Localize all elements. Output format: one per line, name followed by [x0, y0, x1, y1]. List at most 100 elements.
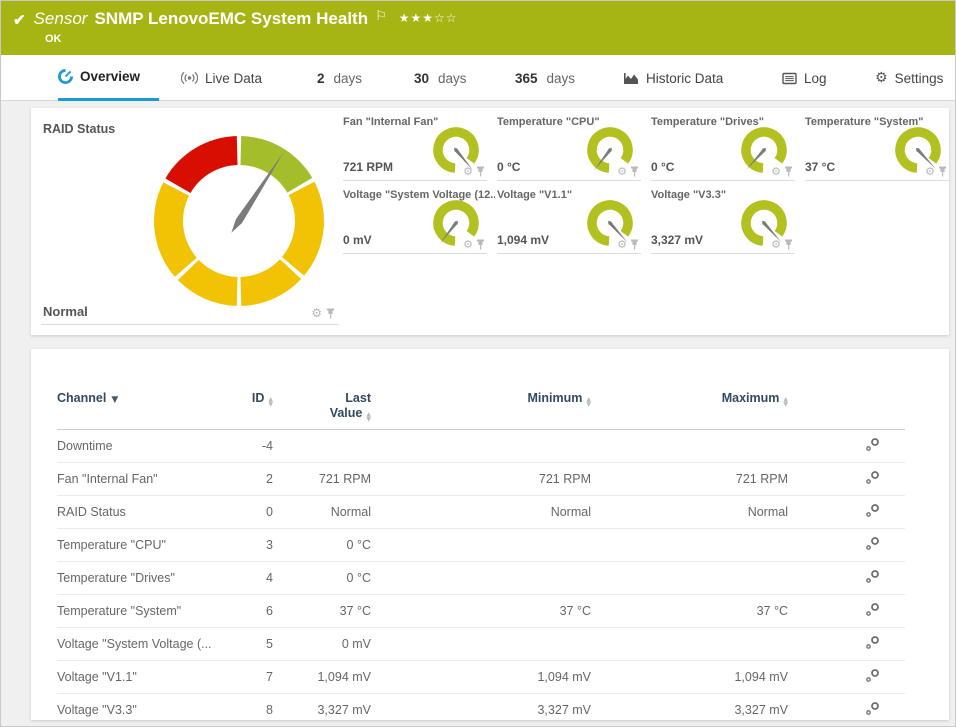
- cell-channel: Temperature "System": [57, 594, 237, 628]
- header-channel[interactable]: Channel ▼: [57, 349, 237, 430]
- tab-historic-data[interactable]: Historic Data: [623, 55, 723, 101]
- channel-row[interactable]: Downtime -4: [57, 429, 905, 463]
- cell-last-value: 3,327 mV: [277, 693, 377, 720]
- channel-gauge-tile[interactable]: Temperature "Drives" 0 °C ⚙: [651, 116, 795, 181]
- channel-settings-icon[interactable]: [864, 470, 881, 485]
- cell-id: 7: [237, 660, 277, 694]
- gauge-tile-actions: ⚙: [311, 306, 335, 320]
- cell-channel: Voltage "V3.3": [57, 693, 237, 720]
- gauge-value: 1,094 mV: [497, 233, 550, 247]
- channel-settings-icon[interactable]: [864, 701, 881, 716]
- header-minimum[interactable]: Minimum ▲ ▼: [377, 349, 597, 430]
- channel-gear-icon[interactable]: ⚙: [771, 238, 781, 251]
- channel-row[interactable]: Fan "Internal Fan" 2 721 RPM 721 RPM 721 RPM: [57, 462, 905, 496]
- sort-icon: ▲ ▼: [366, 411, 371, 423]
- raid-status-gauge-tile[interactable]: RAID Status Normal ⚙: [41, 114, 339, 325]
- gauge-tile-actions: ⚙: [771, 165, 793, 178]
- tab-live-data[interactable]: Live Data: [181, 55, 262, 101]
- gauge-title: Voltage "System Voltage (12...: [343, 189, 495, 201]
- header-last-value[interactable]: Last Value ▲ ▼: [277, 349, 377, 430]
- pin-icon[interactable]: [476, 239, 485, 250]
- tab-overview[interactable]: Overview: [58, 55, 159, 101]
- header-maximum[interactable]: Maximum ▲ ▼: [597, 349, 796, 430]
- cell-maximum: [597, 528, 796, 562]
- gauge-tile-actions: ⚙: [617, 238, 639, 251]
- tab-log[interactable]: Log: [782, 55, 827, 101]
- cell-maximum: [597, 627, 796, 661]
- cell-minimum: [377, 528, 597, 562]
- channel-settings-icon[interactable]: [864, 668, 881, 683]
- cell-last-value: 0 °C: [277, 561, 377, 595]
- channel-gear-icon[interactable]: ⚙: [463, 238, 473, 251]
- channel-row[interactable]: Voltage "System Voltage (... 5 0 mV: [57, 627, 905, 661]
- channel-settings-icon[interactable]: [864, 437, 881, 452]
- pin-icon[interactable]: [784, 166, 793, 177]
- cell-maximum: 1,094 mV: [597, 660, 796, 694]
- pin-icon[interactable]: [938, 166, 947, 177]
- gauge-title: Voltage "V1.1": [497, 189, 573, 201]
- channel-gauge-tile[interactable]: Voltage "System Voltage (12... 0 mV ⚙: [343, 189, 495, 254]
- pin-icon[interactable]: [630, 239, 639, 250]
- gauge-value: Normal: [43, 304, 88, 319]
- channel-settings-icon[interactable]: [864, 503, 881, 518]
- gauge-value: 37 °C: [805, 160, 836, 174]
- channel-row[interactable]: Temperature "CPU" 3 0 °C: [57, 528, 905, 562]
- channel-gear-icon[interactable]: ⚙: [771, 165, 781, 178]
- channel-gear-icon[interactable]: ⚙: [925, 165, 935, 178]
- sensor-status-badge: OK: [45, 33, 62, 45]
- channel-settings-icon[interactable]: [864, 536, 881, 551]
- channel-settings-icon[interactable]: [864, 602, 881, 617]
- channel-gear-icon[interactable]: ⚙: [617, 165, 627, 178]
- sensor-title: SNMP LenovoEMC System Health: [94, 9, 369, 28]
- channel-gauge: [587, 200, 633, 246]
- cell-channel: Fan "Internal Fan": [57, 462, 237, 496]
- cell-maximum: 3,327 mV: [597, 693, 796, 720]
- pin-icon[interactable]: [784, 239, 793, 250]
- channel-row[interactable]: Voltage "V3.3" 8 3,327 mV 3,327 mV 3,327 mV: [57, 693, 905, 720]
- channel-gauge: [587, 127, 633, 173]
- channel-table-body: Downtime -4 Fan "Internal Fan" 2 721 RPM 721 …: [57, 429, 905, 720]
- tab-365-days[interactable]: 365 days: [515, 70, 576, 86]
- channel-gear-icon[interactable]: ⚙: [463, 165, 473, 178]
- cell-actions: [796, 561, 905, 595]
- tab-30-days[interactable]: 30 days: [414, 70, 467, 86]
- channel-row[interactable]: RAID Status 0 Normal Normal Normal: [57, 495, 905, 529]
- cell-actions: [796, 693, 905, 720]
- channel-gauge-tile[interactable]: Temperature "CPU" 0 °C ⚙: [497, 116, 641, 181]
- flag-icon[interactable]: ⚐: [375, 8, 387, 23]
- cell-minimum: [377, 429, 597, 463]
- header-id[interactable]: ID ▲ ▼: [237, 349, 277, 430]
- tab-settings[interactable]: ⚙ Settings: [875, 70, 944, 86]
- tab-2-days[interactable]: 2 days: [317, 70, 363, 86]
- pin-icon[interactable]: [326, 308, 335, 319]
- gauges-panel: RAID Status Normal ⚙ Fan "Internal Fan" 7…: [31, 108, 949, 335]
- pin-icon[interactable]: [630, 166, 639, 177]
- cell-channel: RAID Status: [57, 495, 237, 529]
- channel-gauge-tile[interactable]: Voltage "V3.3" 3,327 mV ⚙: [651, 189, 795, 254]
- gauge-tile-actions: ⚙: [771, 238, 793, 251]
- cell-maximum: 37 °C: [597, 594, 796, 628]
- pin-icon[interactable]: [476, 166, 485, 177]
- gauge-value: 0 mV: [343, 233, 372, 247]
- channel-gauge-tile[interactable]: Temperature "System" 37 °C ⚙: [805, 116, 949, 181]
- priority-stars-icon[interactable]: ★★★☆☆: [398, 11, 458, 25]
- channel-row[interactable]: Temperature "System" 6 37 °C 37 °C 37 °C: [57, 594, 905, 628]
- channel-gauge-tile[interactable]: Fan "Internal Fan" 721 RPM ⚙: [343, 116, 487, 181]
- channel-table-panel: Channel ▼ ID ▲ ▼ Last Value ▲ ▼ Minimum ▲ ▼ Max…: [31, 349, 949, 720]
- gauge-title: Temperature "System": [805, 116, 924, 128]
- channel-settings-icon[interactable]: [864, 569, 881, 584]
- cell-id: -4: [237, 429, 277, 463]
- cell-actions: [796, 627, 905, 661]
- sort-icon: ▲ ▼: [268, 396, 273, 408]
- channel-gauge-tile[interactable]: Voltage "V1.1" 1,094 mV ⚙: [497, 189, 641, 254]
- cell-id: 2: [237, 462, 277, 496]
- channel-gear-icon[interactable]: ⚙: [617, 238, 627, 251]
- cell-channel: Temperature "CPU": [57, 528, 237, 562]
- channel-gear-icon[interactable]: ⚙: [311, 306, 322, 320]
- gauge-tile-actions: ⚙: [463, 238, 485, 251]
- cell-maximum: 721 RPM: [597, 462, 796, 496]
- channel-row[interactable]: Voltage "V1.1" 7 1,094 mV 1,094 mV 1,094 mV: [57, 660, 905, 694]
- channel-row[interactable]: Temperature "Drives" 4 0 °C: [57, 561, 905, 595]
- channel-settings-icon[interactable]: [864, 635, 881, 650]
- cell-minimum: 3,327 mV: [377, 693, 597, 720]
